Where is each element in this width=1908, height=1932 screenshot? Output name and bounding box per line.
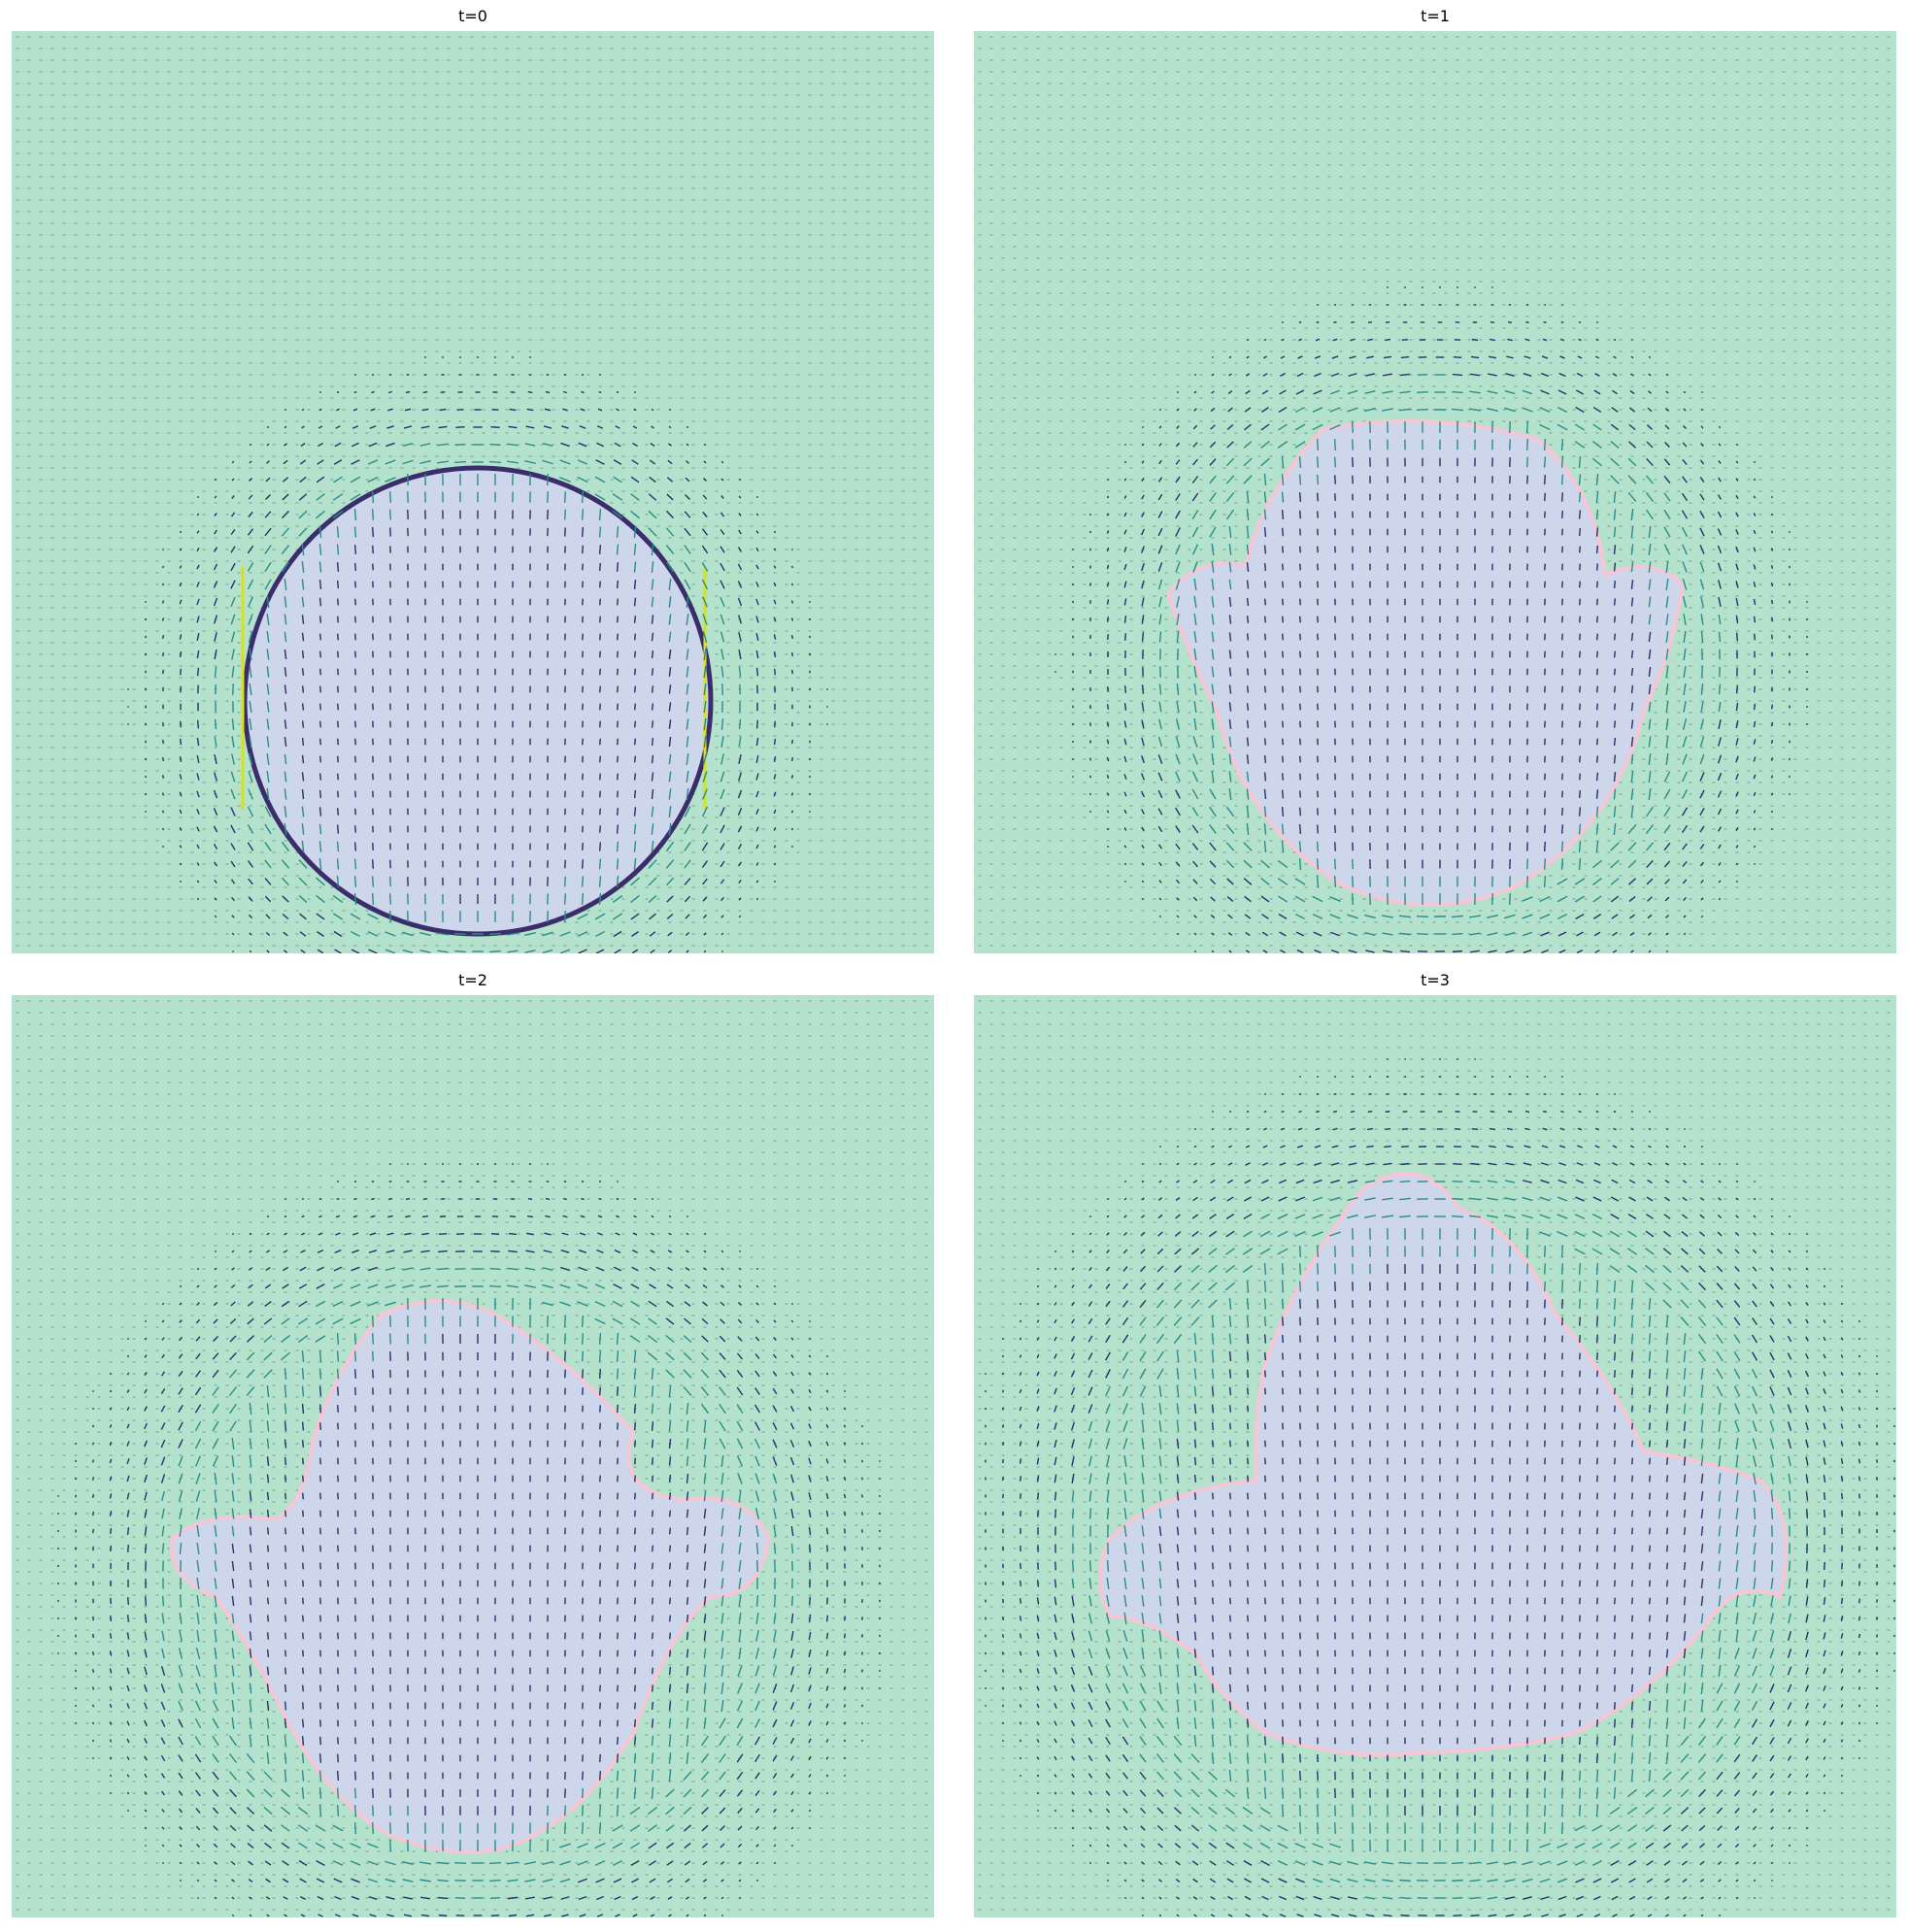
chart-svg-t0 <box>12 31 934 953</box>
plot-area <box>12 31 934 953</box>
panel-title: t=0 <box>12 6 934 27</box>
